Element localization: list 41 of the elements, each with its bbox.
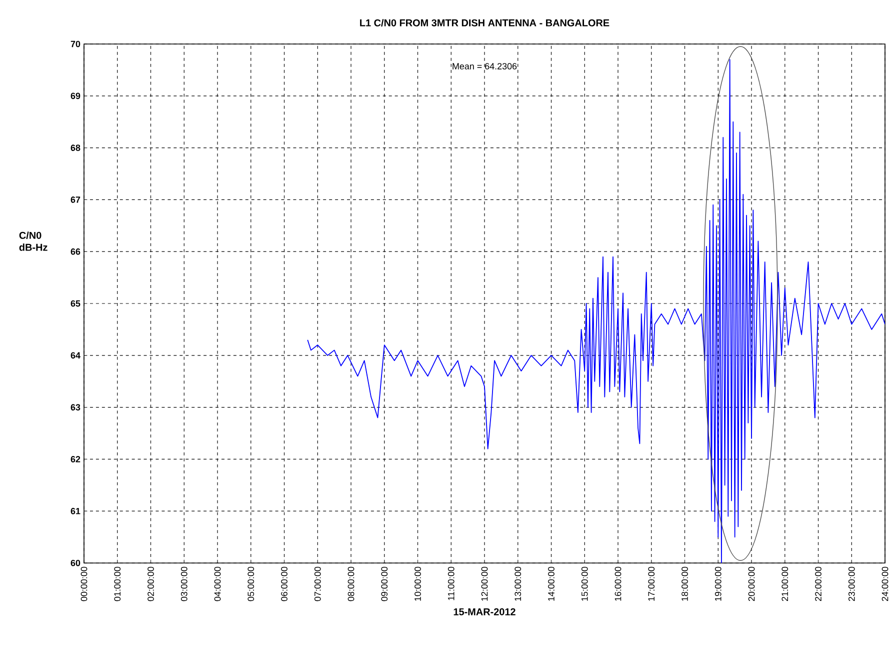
x-tick-label: 17:00:00 bbox=[648, 566, 655, 601]
x-tick-label: 14:00:00 bbox=[548, 566, 554, 601]
x-tick-label: 07:00:00 bbox=[314, 566, 321, 602]
y-tick-label: 62 bbox=[70, 456, 80, 462]
chart-title: L1 C/N0 FROM 3MTR DISH ANTENNA - BANGALORE bbox=[360, 19, 610, 26]
y-tick-label: 60 bbox=[70, 560, 80, 566]
x-tick-label: 03:00:00 bbox=[180, 566, 188, 602]
y-tick-label: 65 bbox=[70, 300, 80, 307]
annotation: Mean = 64.2306 bbox=[452, 63, 517, 70]
x-tick-label: 20:00:00 bbox=[748, 566, 755, 601]
x-tick-label: 05:00:00 bbox=[248, 566, 254, 602]
x-tick-label: 01:00:00 bbox=[114, 566, 121, 602]
x-tick-label: 13:00:00 bbox=[514, 566, 522, 601]
x-tick-label: 16:00:00 bbox=[614, 566, 622, 601]
x-tick-label: 15:00:00 bbox=[581, 566, 588, 601]
y-tick-label: 69 bbox=[70, 92, 80, 100]
y-tick-label: 68 bbox=[70, 144, 80, 151]
x-tick-label: 10:00:00 bbox=[414, 566, 421, 601]
x-axis-title: 15-MAR-2012 bbox=[454, 608, 516, 616]
x-tick-label: 06:00:00 bbox=[281, 566, 288, 602]
x-tick-label: 12:00:00 bbox=[481, 566, 488, 601]
x-tick-label: 08:00:00 bbox=[348, 566, 354, 602]
y-tick-label: 64 bbox=[70, 352, 80, 359]
x-tick-label: 02:00:00 bbox=[148, 566, 154, 602]
x-tick-label: 18:00:00 bbox=[682, 566, 688, 601]
x-tick-label: 22:00:00 bbox=[815, 566, 822, 601]
x-tick-label: 04:00:00 bbox=[214, 566, 221, 602]
x-tick-label: 19:00:00 bbox=[714, 566, 722, 601]
y-tick-label: 67 bbox=[70, 196, 80, 203]
y-tick-label: 61 bbox=[70, 508, 80, 514]
y-tick-label: 63 bbox=[70, 404, 80, 410]
y-tick-label: 70 bbox=[70, 40, 80, 48]
x-tick-label: 23:00:00 bbox=[848, 566, 855, 601]
y-axis-title: C/N0 dB-Hz bbox=[19, 232, 48, 251]
x-tick-label: 11:00:00 bbox=[448, 566, 454, 600]
x-tick-label: 09:00:00 bbox=[381, 566, 388, 602]
x-tick-label: 00:00:00 bbox=[80, 566, 88, 602]
x-tick-label: 24:00:00 bbox=[882, 566, 888, 601]
y-tick-label: 66 bbox=[70, 248, 80, 255]
line-series bbox=[307, 59, 886, 563]
x-tick-label: 21:00:00 bbox=[782, 566, 788, 601]
